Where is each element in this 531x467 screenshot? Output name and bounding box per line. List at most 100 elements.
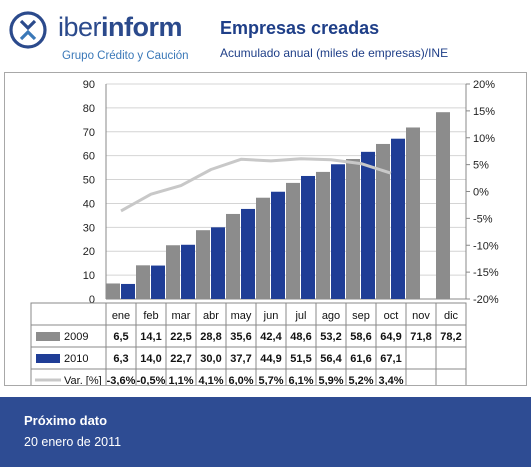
y2-tick-label: 5%: [473, 160, 489, 172]
y-tick-label: 60: [83, 151, 95, 163]
data-label: 3,4%: [378, 375, 403, 385]
legend-swatch-2010: [36, 354, 60, 363]
page-subtitle: Acumulado anual (miles de empresas)/INE: [220, 46, 449, 60]
bar-2010: [271, 191, 285, 299]
y2-tick-label: -5%: [473, 213, 493, 225]
legend-label: 2009: [64, 331, 88, 343]
data-label: 42,4: [260, 331, 282, 343]
data-label: 4,1%: [198, 375, 223, 385]
bar-2010: [211, 227, 225, 299]
brand-name: iberinform: [58, 12, 183, 43]
data-label: 71,8: [410, 331, 431, 343]
data-label: 6,0%: [228, 375, 253, 385]
footer: Próximo dato 20 enero de 2011: [0, 397, 531, 467]
data-label: 14,1: [140, 331, 161, 343]
y-tick-label: 70: [83, 127, 95, 139]
data-label: 58,6: [350, 331, 371, 343]
y2-tick-label: -10%: [473, 240, 499, 252]
header: iberinform Grupo Crédito y Caución Empre…: [0, 0, 531, 72]
y2-tick-label: 10%: [473, 133, 495, 145]
data-label: 56,4: [320, 353, 342, 365]
data-label: 67,1: [380, 353, 401, 365]
y-tick-label: 90: [83, 79, 95, 91]
x-tick-label: oct: [384, 310, 399, 322]
data-label: 53,2: [320, 331, 341, 343]
x-tick-label: nov: [412, 310, 430, 322]
next-data-date: 20 enero de 2011: [24, 435, 122, 449]
y2-tick-label: 20%: [473, 79, 495, 91]
data-label: 5,9%: [318, 375, 343, 385]
data-label: 78,2: [440, 331, 461, 343]
bar-2010: [121, 283, 135, 299]
bar-2010: [301, 175, 315, 299]
x-tick-label: ago: [322, 310, 340, 322]
legend-label: 2010: [64, 353, 88, 365]
data-label: 51,5: [290, 353, 311, 365]
x-tick-label: dic: [444, 310, 459, 322]
var-line: [120, 157, 392, 213]
y-tick-label: 10: [83, 270, 95, 282]
data-label: 44,9: [260, 353, 281, 365]
y-tick-label: 20: [83, 246, 95, 258]
x-tick-label: jun: [263, 310, 279, 322]
data-label: 6,1%: [288, 375, 313, 385]
data-label: 22,7: [170, 353, 191, 365]
y2-tick-label: 0%: [473, 187, 489, 199]
x-tick-label: abr: [203, 310, 219, 322]
data-label: 35,6: [230, 331, 251, 343]
iberinform-logo-icon: [9, 11, 47, 49]
x-tick-label: ene: [112, 310, 130, 322]
bar-2009: [256, 197, 270, 299]
data-label: 30,0: [200, 353, 221, 365]
data-label: 5,2%: [348, 375, 373, 385]
y2-tick-label: 15%: [473, 106, 495, 118]
y-tick-label: 80: [83, 103, 95, 115]
data-label: 64,9: [380, 331, 401, 343]
brand-name-light: iber: [58, 12, 102, 42]
bar-2009: [196, 230, 210, 299]
bar-2009: [286, 182, 300, 299]
bar-2009: [436, 112, 450, 299]
x-tick-label: jul: [294, 310, 306, 322]
bar-2009: [346, 159, 360, 299]
bar-2010: [181, 244, 195, 299]
y-tick-label: 30: [83, 222, 95, 234]
y-tick-label: 40: [83, 198, 95, 210]
data-label: 5,7%: [258, 375, 283, 385]
bar-2009: [136, 265, 150, 299]
y-tick-label: 0: [89, 294, 95, 306]
next-data-label: Próximo dato: [24, 413, 108, 428]
data-label: 37,7: [230, 353, 251, 365]
brand-name-bold: inform: [101, 12, 183, 42]
bar-2009: [316, 171, 330, 299]
chart-panel: 0 10 20 30 40 50 60 70 80 90 -20% -15% -10% -5% 0% 5% 10…: [4, 72, 527, 386]
data-label: 22,5: [170, 331, 191, 343]
bar-2010: [241, 208, 255, 299]
data-label: 28,8: [200, 331, 221, 343]
legend-label: Var. [%]: [64, 375, 102, 385]
data-label: 1,1%: [168, 375, 193, 385]
page-title: Empresas creadas: [220, 18, 380, 38]
bar-2009: [106, 283, 120, 299]
data-label: -3,6%: [107, 375, 136, 385]
y-tick-label: 50: [83, 175, 95, 187]
y2-tick-label: -20%: [473, 294, 499, 306]
companies-created-chart: 0 10 20 30 40 50 60 70 80 90 -20% -15% -10% -5% 0% 5% 10…: [30, 79, 499, 385]
data-label: 14,0: [140, 353, 161, 365]
data-label: 61,6: [350, 353, 371, 365]
x-tick-label: may: [231, 310, 252, 322]
bar-2010: [391, 138, 405, 299]
bar-2009: [376, 143, 390, 299]
x-tick-label: sep: [352, 310, 370, 322]
legend-swatch-2009: [36, 332, 60, 341]
bar-2010: [331, 164, 345, 299]
data-label: 6,5: [113, 331, 128, 343]
x-tick-label: mar: [172, 310, 191, 322]
data-label: -0,5%: [137, 375, 166, 385]
x-tick-label: feb: [143, 310, 158, 322]
bar-2009: [166, 245, 180, 299]
bar-2009: [406, 127, 420, 299]
data-label: 6,3: [113, 353, 128, 365]
bar-2010: [361, 151, 375, 299]
bar-2010: [151, 265, 165, 299]
